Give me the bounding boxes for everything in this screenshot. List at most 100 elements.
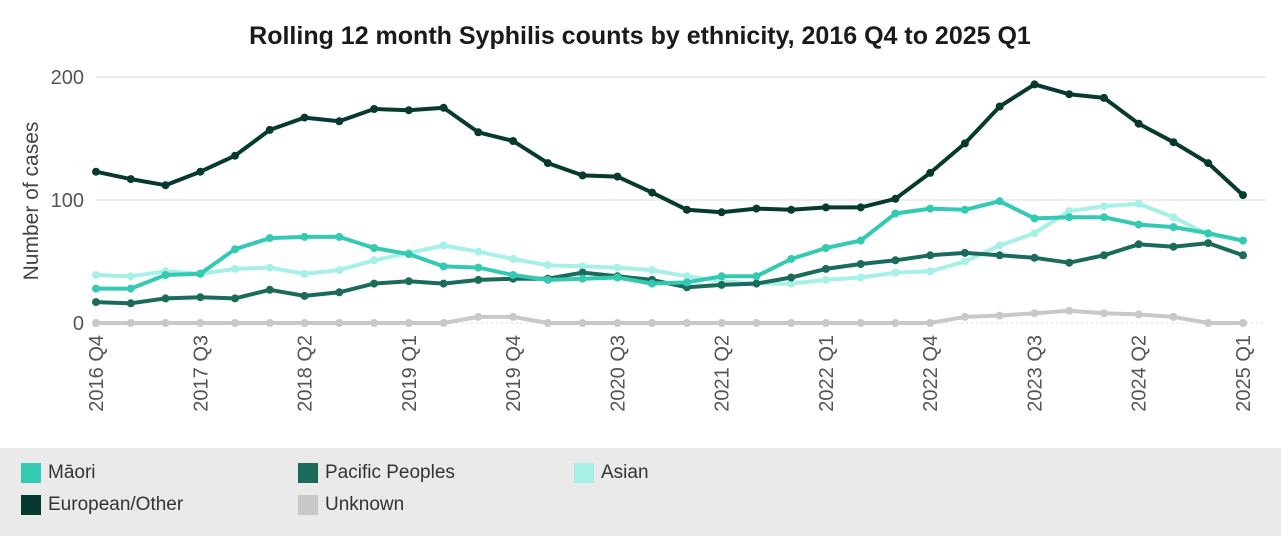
data-point-m-ori[interactable]	[300, 232, 309, 241]
data-point-m-ori[interactable]	[231, 245, 239, 254]
data-point-european-other[interactable]	[995, 102, 1004, 111]
data-point-unknown[interactable]	[821, 319, 830, 327]
data-point-m-ori[interactable]	[891, 209, 900, 218]
data-point-unknown[interactable]	[231, 319, 239, 327]
data-point-asian[interactable]	[1100, 202, 1108, 211]
data-point-asian[interactable]	[821, 275, 830, 284]
data-point-european-other[interactable]	[439, 103, 448, 112]
data-point-pacific-peoples[interactable]	[995, 251, 1004, 260]
data-point-m-ori[interactable]	[474, 263, 483, 272]
data-point-unknown[interactable]	[1030, 309, 1039, 318]
data-point-asian[interactable]	[126, 272, 135, 281]
data-point-european-other[interactable]	[543, 159, 552, 168]
data-point-unknown[interactable]	[682, 319, 691, 327]
data-point-european-other[interactable]	[960, 139, 969, 148]
data-point-asian[interactable]	[265, 263, 274, 272]
data-point-unknown[interactable]	[1065, 306, 1074, 315]
data-point-unknown[interactable]	[1169, 312, 1178, 321]
data-point-m-ori[interactable]	[1065, 213, 1074, 222]
data-point-european-other[interactable]	[126, 175, 135, 184]
data-point-m-ori[interactable]	[126, 284, 135, 293]
data-point-european-other[interactable]	[265, 125, 274, 134]
data-point-asian[interactable]	[370, 256, 379, 265]
data-point-m-ori[interactable]	[335, 232, 344, 241]
data-point-unknown[interactable]	[1100, 309, 1108, 318]
data-point-pacific-peoples[interactable]	[161, 294, 170, 303]
data-point-asian[interactable]	[543, 261, 552, 270]
data-point-european-other[interactable]	[92, 167, 100, 176]
data-point-pacific-peoples[interactable]	[474, 275, 483, 284]
data-point-pacific-peoples[interactable]	[300, 291, 309, 300]
data-point-unknown[interactable]	[648, 319, 657, 327]
data-point-european-other[interactable]	[787, 205, 796, 214]
data-point-asian[interactable]	[1030, 229, 1039, 238]
data-point-asian[interactable]	[474, 247, 483, 256]
data-point-m-ori[interactable]	[1204, 229, 1213, 238]
data-point-unknown[interactable]	[474, 312, 483, 321]
data-point-pacific-peoples[interactable]	[578, 268, 587, 277]
data-point-european-other[interactable]	[926, 168, 935, 177]
data-point-pacific-peoples[interactable]	[404, 277, 413, 286]
data-point-pacific-peoples[interactable]	[821, 264, 830, 273]
data-point-european-other[interactable]	[509, 137, 518, 145]
data-point-pacific-peoples[interactable]	[92, 298, 100, 307]
data-point-asian[interactable]	[960, 257, 969, 266]
data-point-m-ori[interactable]	[995, 197, 1004, 206]
data-point-m-ori[interactable]	[1134, 220, 1143, 229]
data-point-m-ori[interactable]	[682, 278, 691, 287]
data-point-unknown[interactable]	[995, 311, 1004, 320]
data-point-asian[interactable]	[300, 269, 309, 278]
data-point-asian[interactable]	[335, 266, 344, 275]
data-point-m-ori[interactable]	[509, 271, 518, 279]
data-point-m-ori[interactable]	[648, 279, 657, 288]
data-point-unknown[interactable]	[717, 319, 726, 327]
data-point-m-ori[interactable]	[1030, 214, 1039, 223]
data-point-unknown[interactable]	[509, 312, 518, 321]
data-point-european-other[interactable]	[752, 204, 761, 213]
data-point-pacific-peoples[interactable]	[265, 285, 274, 294]
data-point-european-other[interactable]	[474, 128, 483, 137]
data-point-european-other[interactable]	[682, 205, 691, 214]
data-point-asian[interactable]	[1169, 213, 1178, 222]
data-point-european-other[interactable]	[1204, 159, 1213, 168]
data-point-unknown[interactable]	[891, 319, 900, 327]
data-point-asian[interactable]	[682, 272, 691, 281]
data-point-pacific-peoples[interactable]	[196, 293, 205, 302]
data-point-european-other[interactable]	[1100, 93, 1108, 102]
data-point-asian[interactable]	[648, 266, 657, 275]
data-point-european-other[interactable]	[1239, 191, 1247, 200]
data-point-m-ori[interactable]	[92, 284, 100, 293]
data-point-pacific-peoples[interactable]	[752, 279, 761, 288]
data-point-pacific-peoples[interactable]	[1065, 258, 1074, 267]
data-point-pacific-peoples[interactable]	[1169, 242, 1178, 251]
data-point-european-other[interactable]	[717, 208, 726, 217]
data-point-unknown[interactable]	[1134, 310, 1143, 319]
data-point-asian[interactable]	[92, 271, 100, 279]
data-point-unknown[interactable]	[161, 319, 170, 327]
data-point-european-other[interactable]	[1169, 138, 1178, 147]
data-point-unknown[interactable]	[335, 319, 344, 327]
data-point-pacific-peoples[interactable]	[231, 294, 239, 303]
data-point-unknown[interactable]	[613, 319, 622, 327]
data-point-european-other[interactable]	[404, 106, 413, 115]
data-point-european-other[interactable]	[613, 172, 622, 181]
data-point-m-ori[interactable]	[821, 244, 830, 252]
data-point-unknown[interactable]	[1204, 319, 1213, 327]
data-point-m-ori[interactable]	[161, 271, 170, 279]
data-point-m-ori[interactable]	[543, 275, 552, 284]
data-point-unknown[interactable]	[92, 319, 100, 327]
data-point-asian[interactable]	[856, 273, 865, 282]
data-point-m-ori[interactable]	[1239, 236, 1247, 245]
data-point-m-ori[interactable]	[856, 236, 865, 245]
data-point-m-ori[interactable]	[752, 272, 761, 281]
data-point-unknown[interactable]	[370, 319, 379, 327]
data-point-pacific-peoples[interactable]	[856, 260, 865, 268]
data-point-unknown[interactable]	[404, 319, 413, 327]
data-point-european-other[interactable]	[196, 167, 205, 176]
data-point-unknown[interactable]	[543, 319, 552, 327]
data-point-pacific-peoples[interactable]	[926, 251, 935, 260]
data-point-unknown[interactable]	[265, 319, 274, 327]
data-point-asian[interactable]	[1134, 199, 1143, 208]
data-point-european-other[interactable]	[335, 117, 344, 126]
data-point-m-ori[interactable]	[404, 250, 413, 259]
